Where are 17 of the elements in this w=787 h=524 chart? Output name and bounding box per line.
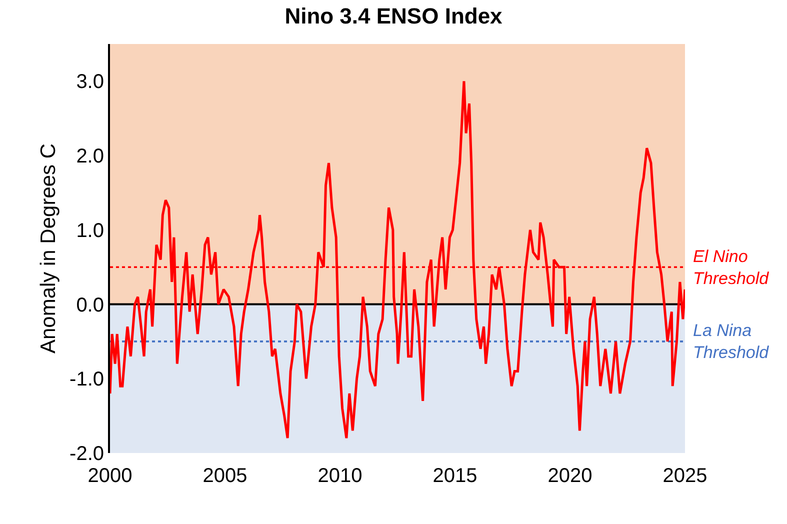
y-axis-title: Anomaly in Degrees C	[37, 143, 60, 354]
y-tick-label: 0.0	[76, 294, 104, 316]
y-tick-label: 3.0	[76, 71, 104, 94]
x-tick-label: 2000	[88, 465, 132, 487]
x-tick-label: 2020	[548, 465, 592, 487]
x-tick-label: 2010	[318, 465, 362, 487]
x-tick-label: 2025	[662, 465, 708, 487]
line-series	[110, 80, 685, 440]
y-tick-label: 2.0	[76, 146, 104, 168]
ref-line-label: La Nina Threshold	[693, 321, 770, 362]
y-tick-label: 1.0	[76, 220, 104, 242]
y-tick-label: -1.0	[70, 368, 104, 391]
chart-title: Nino 3.4 ENSO Index	[284, 3, 504, 28]
x-tick-label: 2015	[432, 465, 478, 487]
y-tick-label: -2.0	[70, 443, 104, 465]
ref-line-label: El Nino Threshold	[693, 247, 770, 288]
x-tick-label: 2005	[202, 465, 248, 487]
